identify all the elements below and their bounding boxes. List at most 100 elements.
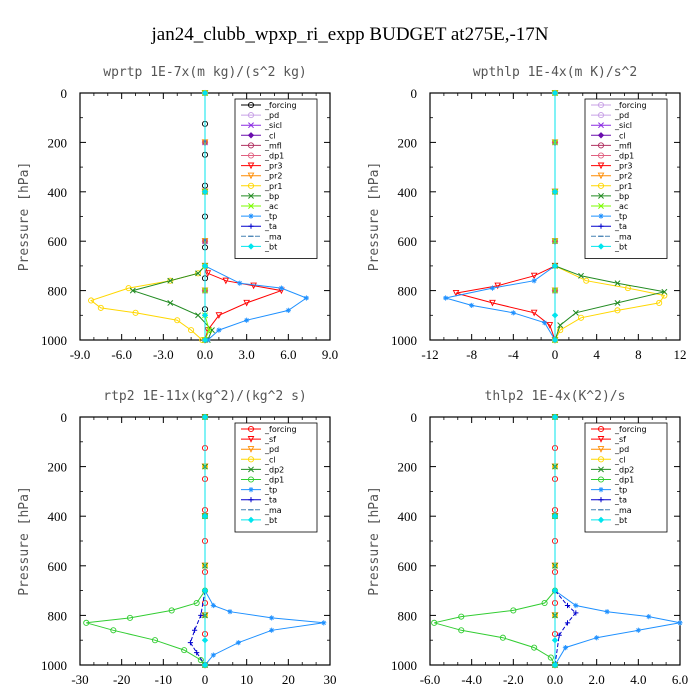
series-bt-line bbox=[551, 89, 559, 344]
data-point bbox=[551, 413, 559, 421]
legend-label: _tp bbox=[614, 212, 627, 221]
x-tick-label: -20 bbox=[113, 672, 130, 687]
legend-label: _pr2 bbox=[264, 172, 282, 181]
x-tick-label: -2.0 bbox=[503, 672, 524, 687]
data-point bbox=[564, 620, 571, 626]
legend-marker bbox=[247, 516, 255, 524]
legend-entry: _ta bbox=[591, 222, 627, 231]
legend-label: _sf bbox=[614, 435, 626, 444]
x-tick-label: -6.0 bbox=[111, 347, 132, 362]
x-tick-label: -4 bbox=[508, 347, 519, 362]
x-tick-label: 6.0 bbox=[672, 672, 688, 687]
x-tick-label: 4.0 bbox=[630, 672, 646, 687]
data-point bbox=[530, 272, 538, 280]
legend-entry: _pd bbox=[241, 445, 279, 454]
legend-marker bbox=[248, 122, 254, 129]
data-point bbox=[215, 312, 223, 319]
y-tick-label: 600 bbox=[398, 559, 418, 574]
data-point bbox=[530, 309, 538, 317]
data-point bbox=[151, 637, 159, 644]
legend-entry: _cl bbox=[591, 131, 626, 140]
data-point bbox=[458, 627, 465, 634]
legend-entry: _tp bbox=[241, 212, 277, 221]
data-point bbox=[541, 320, 548, 326]
y-tick-label: 600 bbox=[48, 559, 68, 574]
legend-marker bbox=[248, 466, 254, 473]
x-tick-label: 30 bbox=[324, 672, 337, 687]
data-point bbox=[614, 307, 621, 314]
data-point bbox=[129, 287, 136, 294]
legend-entry: _cl bbox=[241, 455, 276, 464]
data-point bbox=[201, 262, 209, 270]
legend-entry: _ta bbox=[241, 222, 277, 231]
data-point bbox=[174, 317, 181, 324]
legend-marker bbox=[247, 456, 255, 463]
legend-label: _bt bbox=[614, 242, 627, 251]
y-tick-label: 1000 bbox=[41, 658, 67, 673]
data-point bbox=[510, 607, 517, 614]
legend-entry: _pr1 bbox=[591, 182, 632, 191]
legend-entry: _sicl bbox=[241, 121, 282, 130]
x-tick-label: 0 bbox=[552, 347, 559, 362]
legend-marker bbox=[248, 497, 254, 503]
legend-label: _forcing bbox=[614, 425, 647, 434]
legend-marker bbox=[247, 425, 255, 433]
legend-marker bbox=[597, 516, 605, 524]
data-point bbox=[168, 607, 175, 614]
legend-marker bbox=[597, 162, 605, 170]
x-tick-label: 12 bbox=[674, 347, 687, 362]
x-tick-label: 0.0 bbox=[547, 672, 563, 687]
legend-label: _pd bbox=[264, 111, 279, 120]
legend-label: _dp2 bbox=[614, 465, 634, 474]
data-point bbox=[499, 634, 506, 641]
data-point bbox=[201, 587, 209, 594]
series-dp1-line bbox=[83, 413, 209, 669]
legend-marker bbox=[597, 172, 605, 180]
y-axis-label: Pressure [hPa] bbox=[17, 162, 32, 272]
data-point bbox=[551, 637, 559, 644]
data-point bbox=[126, 614, 134, 621]
data-point bbox=[244, 317, 250, 323]
legend-label: _sicl bbox=[264, 121, 282, 130]
legend-label: _pr2 bbox=[614, 172, 632, 181]
legend-label: _pr3 bbox=[264, 162, 282, 171]
legend-marker bbox=[598, 487, 604, 493]
data-point bbox=[193, 599, 200, 607]
data-point bbox=[83, 619, 90, 626]
legend-label: _tp bbox=[614, 486, 627, 495]
series-line bbox=[455, 93, 556, 341]
data-point bbox=[227, 609, 233, 615]
y-tick-label: 1000 bbox=[391, 658, 417, 673]
x-tick-label: 20 bbox=[282, 672, 295, 687]
data-point bbox=[201, 513, 209, 520]
legend-marker bbox=[597, 243, 605, 250]
panel-title: wprtp 1E-7x(m kg)/(s^2 kg) bbox=[103, 65, 307, 80]
legend-entry: _tp bbox=[241, 486, 277, 495]
legend-label: _tp bbox=[264, 212, 277, 221]
legend-entry: _pr1 bbox=[241, 182, 282, 191]
legend-label: _pr3 bbox=[614, 162, 632, 171]
y-tick-label: 800 bbox=[398, 284, 418, 299]
y-tick-label: 1000 bbox=[41, 333, 67, 348]
legend-label: _bp bbox=[264, 192, 279, 201]
y-axis-label: Pressure [hPa] bbox=[367, 162, 382, 272]
y-tick-label: 800 bbox=[48, 608, 68, 623]
y-tick-label: 400 bbox=[398, 185, 418, 200]
legend-entry: _forcing bbox=[591, 425, 647, 434]
x-tick-label: 10 bbox=[240, 672, 253, 687]
data-point bbox=[201, 89, 209, 97]
data-point bbox=[167, 277, 174, 284]
legend-marker bbox=[598, 497, 604, 503]
legend-entry: _mfl bbox=[591, 141, 632, 150]
legend-entry: _sf bbox=[241, 435, 276, 444]
legend-entry: _pd bbox=[241, 111, 279, 120]
legend-marker bbox=[247, 142, 255, 149]
data-point bbox=[547, 654, 554, 661]
legend-marker bbox=[248, 223, 254, 229]
y-tick-label: 0 bbox=[411, 86, 418, 101]
data-point bbox=[206, 327, 213, 334]
data-point bbox=[250, 282, 257, 290]
legend-label: _dp1 bbox=[264, 476, 284, 485]
data-point bbox=[531, 278, 537, 284]
data-point bbox=[551, 336, 559, 344]
